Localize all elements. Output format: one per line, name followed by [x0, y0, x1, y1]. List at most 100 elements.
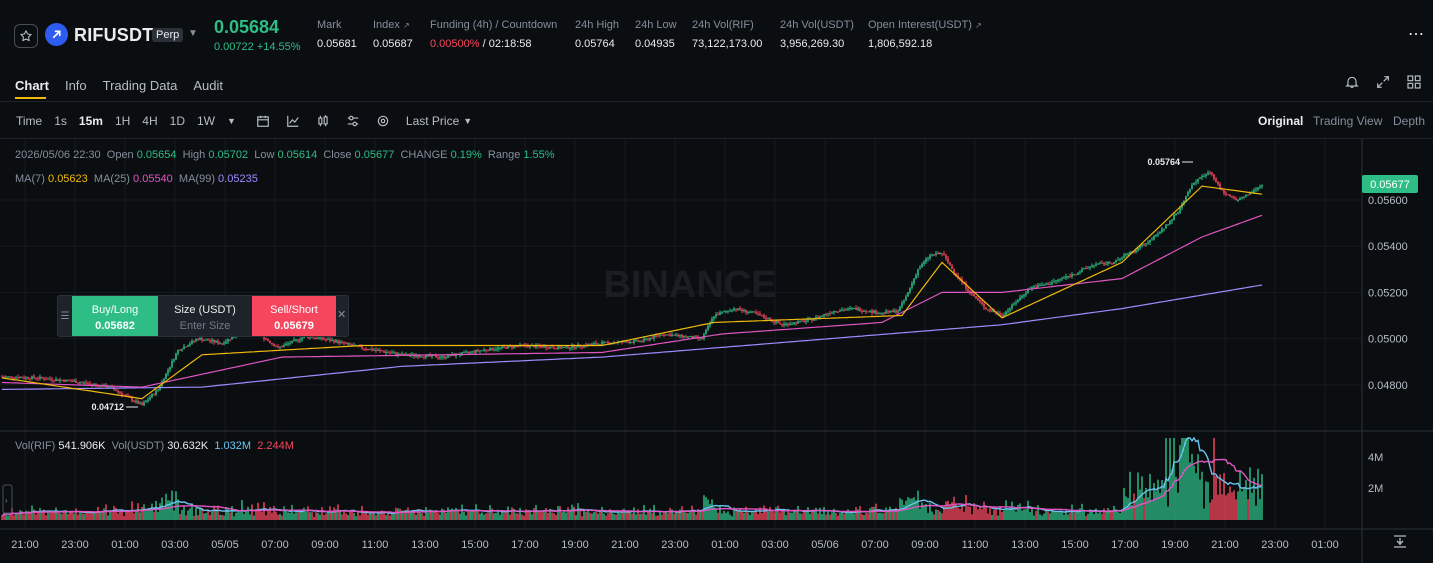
more-menu-icon[interactable]: ⋯ [1408, 26, 1425, 43]
calendar-icon[interactable] [256, 114, 270, 128]
volume-bar [29, 513, 31, 520]
candle-body [1163, 228, 1165, 230]
volume-bar [1009, 507, 1011, 520]
external-link-icon[interactable]: ↗ [402, 21, 410, 30]
price-chart[interactable]: BINANCE 0.05600 0.05400 0.05200 0.05000 0.04… [0, 139, 1433, 563]
candle-body [975, 296, 977, 299]
candle-body [1023, 294, 1025, 296]
bell-icon[interactable] [1344, 74, 1360, 90]
volume-bar [829, 514, 831, 520]
time-axis-reset-icon[interactable] [1394, 535, 1406, 548]
drag-handle-icon[interactable]: ☰ [60, 310, 70, 322]
candle-body [49, 378, 51, 380]
volume-bar [1137, 472, 1139, 520]
interval-1d[interactable]: 1D [169, 114, 185, 128]
price-type-select[interactable]: Last Price [405, 114, 460, 128]
candle-body [875, 310, 877, 314]
tab-info[interactable]: Info [64, 78, 87, 93]
view-depth[interactable]: Depth [1393, 114, 1426, 128]
volume-bar [845, 511, 847, 520]
volume-legend[interactable]: Vol(RIF) 541.906K Vol(USDT) 30.632K 1.03… [15, 440, 294, 452]
buy-long-button[interactable]: Buy/Long 0.05682 [72, 296, 158, 336]
candle-body [185, 346, 187, 348]
interval-1h[interactable]: 1H [114, 114, 131, 128]
volume-bar [573, 506, 575, 520]
candle-body [177, 349, 179, 354]
size-input[interactable] [165, 320, 245, 332]
indicator-icon[interactable] [286, 114, 300, 128]
volume-bar [239, 512, 241, 520]
candle-type-icon[interactable] [316, 114, 330, 128]
interval-15m[interactable]: 15m [78, 114, 103, 128]
volume-bar [729, 514, 731, 520]
candle-body [387, 351, 389, 353]
candle-body [1235, 198, 1237, 201]
interval-1s[interactable]: 1s [54, 114, 67, 128]
chevron-down-icon[interactable]: ▼ [226, 116, 236, 126]
gear-icon[interactable] [376, 114, 390, 128]
candle-body [281, 346, 283, 348]
view-original[interactable]: Original [1258, 114, 1304, 128]
candle-body [79, 382, 81, 384]
time-tick-label: 21:00 [1211, 539, 1239, 551]
candle-body [495, 349, 497, 351]
interval-1w[interactable]: 1W [196, 114, 215, 128]
symbol-name[interactable]: RIFUSDT [74, 25, 154, 45]
volume-bar [1245, 480, 1247, 520]
favorite-button[interactable] [14, 24, 38, 48]
volume-bar [301, 509, 303, 520]
candle-body [867, 311, 869, 313]
volume-bar [309, 512, 311, 520]
volume-bar [441, 508, 443, 520]
expand-icon[interactable] [1375, 74, 1391, 90]
candle-body [417, 355, 419, 358]
candle-body [663, 334, 665, 336]
volume-bar [937, 509, 939, 520]
candle-body [125, 395, 127, 397]
volume-bar [951, 502, 953, 520]
chevron-right-icon[interactable]: › [5, 496, 8, 505]
volume-bar [665, 510, 667, 520]
candle-body [873, 310, 875, 313]
candle-body [827, 313, 829, 315]
candle-body [1123, 255, 1125, 258]
volume-bar [1177, 492, 1179, 520]
ticker-header: RIFUSDT Perp ▼ 0.05684 0.00722 +14.55% M… [0, 0, 1433, 68]
price-tick-label: 0.04800 [1368, 380, 1408, 392]
candle-body [757, 313, 759, 315]
interval-4h[interactable]: 4H [142, 114, 158, 128]
view-trading-view[interactable]: Trading View [1313, 114, 1383, 128]
interval-time[interactable]: Time [16, 114, 43, 128]
tab-audit[interactable]: Audit [193, 78, 223, 93]
candle-body [29, 378, 31, 380]
volume-bar [387, 514, 389, 520]
pane-collapse-handle[interactable] [2, 484, 13, 514]
volume-bar [1079, 508, 1081, 520]
divider [0, 101, 1433, 102]
candle-body [1083, 268, 1085, 270]
tab-chart[interactable]: Chart [15, 78, 49, 93]
candle-body [661, 334, 663, 336]
layout-icon[interactable] [1406, 74, 1422, 90]
candle-body [33, 376, 35, 378]
candle-body [1165, 224, 1167, 229]
candle-body [393, 352, 395, 354]
chevron-down-icon[interactable]: ▼ [188, 28, 198, 39]
candle-body [275, 346, 277, 348]
volume-bar [631, 513, 633, 520]
sell-short-button[interactable]: Sell/Short 0.05679 [252, 296, 336, 336]
volume-bar [989, 507, 991, 520]
ma-legend[interactable]: MA(7) 0.05623 MA(25) 0.05540 MA(99) 0.05… [15, 173, 258, 185]
candle-body [1017, 300, 1019, 303]
close-icon[interactable]: ✕ [337, 309, 347, 321]
volume-bar [313, 516, 315, 520]
chevron-down-icon[interactable]: ▼ [463, 116, 473, 126]
candle-body [685, 336, 687, 338]
settings-sliders-icon[interactable] [346, 114, 360, 128]
candle-body [375, 349, 377, 351]
candle-body [571, 345, 573, 348]
tab-trading-data[interactable]: Trading Data [102, 78, 178, 93]
external-link-icon[interactable]: ↗ [974, 21, 982, 30]
time-tick-label: 23:00 [61, 539, 89, 551]
volume-bar [1049, 513, 1051, 520]
